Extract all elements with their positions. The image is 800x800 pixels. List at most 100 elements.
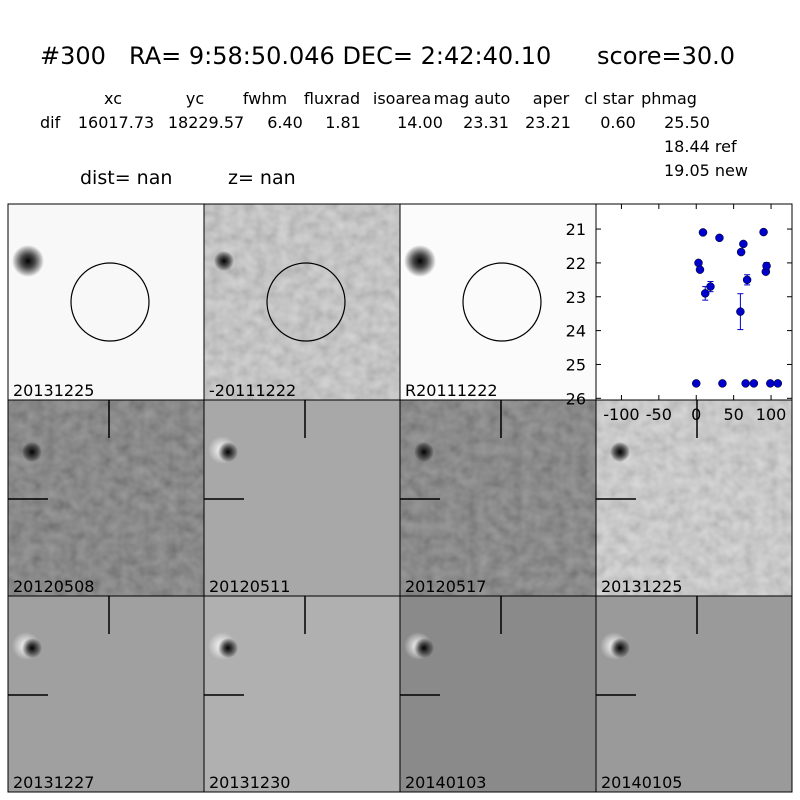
data-point [706,282,715,291]
column-header: cl star [584,89,634,108]
y-tick-label: 21 [566,220,586,239]
score: score=30.0 [597,42,735,70]
x-tick-label: 50 [723,405,743,424]
y-tick-label: 23 [566,288,586,307]
source-blob [22,442,42,462]
data-point [715,233,724,243]
data-point [762,261,771,271]
source-blob [610,638,630,658]
source-blob [214,251,234,271]
aperture-circle [266,262,346,342]
image-panel: 20120517 [399,399,597,597]
source-blob [414,638,434,658]
panel-label: 20140105 [601,773,682,792]
stamp-background [8,204,204,400]
column-header: xc [104,89,122,108]
source-blob [218,442,238,462]
cell-value: 25.50 [664,113,710,132]
column-header: isoarea [373,89,431,108]
stamp-noise [596,400,792,596]
stamp-noise [8,400,204,596]
x-tick-label: 0 [691,405,701,424]
data-point [698,228,708,237]
column-header: fwhm [243,89,287,108]
source-blob [22,638,42,658]
panel-label: 20120517 [405,577,486,596]
data-point [700,289,710,298]
data-point [739,239,748,249]
stamp-background [8,596,204,792]
y-tick-label: 25 [566,355,586,374]
image-panel: R20111222 [399,203,597,401]
data-point [749,379,759,388]
column-header: aper [533,89,570,108]
image-panel: 20140105 [595,595,793,793]
data-point [741,379,750,388]
source-blob [12,245,44,277]
image-panel: 20120511 [203,399,401,597]
column-header: yc [186,89,204,108]
cell-value: 16017.73 [78,113,154,132]
y-tick-label: 26 [566,389,586,408]
stamp-background [204,596,400,792]
new-mag: 19.05 new [664,161,748,180]
data-point [759,227,768,237]
cell-value: 23.21 [525,113,571,132]
panel-label: 20140103 [405,773,486,792]
distance: dist= nan [80,167,172,189]
data-point [691,379,701,388]
plot-area [595,203,793,401]
source-blob [414,442,434,462]
column-header: fluxrad [304,89,360,108]
x-tick-label: -50 [646,405,672,424]
stamp-noise [400,400,596,596]
source-blob [610,442,630,462]
object-id: #300 [40,42,106,70]
x-tick-label: -100 [603,405,639,424]
panel-label: 20131225 [13,381,94,400]
cell-value: 0.60 [600,113,636,132]
image-panel: 20131225 [595,399,793,597]
panel-label: 20120508 [13,577,94,596]
row-label: dif [40,113,61,132]
panel-label: -20111222 [209,381,296,400]
data-point [773,379,783,388]
data-point [736,247,746,257]
source-blob [218,638,238,658]
cell-value: 1.81 [325,113,361,132]
coordinates: RA= 9:58:50.046 DEC= 2:42:40.10 [129,42,551,70]
image-panel: 20131225 [7,203,205,401]
column-header: phmag [641,89,697,108]
aperture-circle [70,262,150,342]
cell-value: 6.40 [267,113,303,132]
redshift: z= nan [228,167,296,189]
aperture-circle [462,262,542,342]
data-point [695,265,705,274]
panel-label: 20120511 [209,577,290,596]
stamp-noise [204,204,400,400]
data-point [742,275,752,285]
image-panel: 20140103 [399,595,597,793]
source-blob [404,245,436,277]
data-point [766,379,775,388]
y-tick-label: 22 [566,254,586,273]
panel-label: R20111222 [405,381,498,400]
stamp-background [400,596,596,792]
panel-label: 20131230 [209,773,290,792]
image-panel: -20111222 [203,203,401,401]
data-point [736,307,745,316]
panel-label: 20131225 [601,577,682,596]
ref-mag: 18.44 ref [664,137,737,156]
cell-value: 18229.57 [168,113,244,132]
image-panel: 20131230 [203,595,401,793]
panel-border [595,595,793,793]
image-panel: 20131227 [7,595,205,793]
cell-value: 23.31 [463,113,509,132]
y-tick-label: 24 [566,322,586,341]
panel-label: 20131227 [13,773,94,792]
x-tick-label: 100 [756,405,787,424]
image-panel: 20120508 [7,399,205,597]
column-header: mag auto [434,89,511,108]
